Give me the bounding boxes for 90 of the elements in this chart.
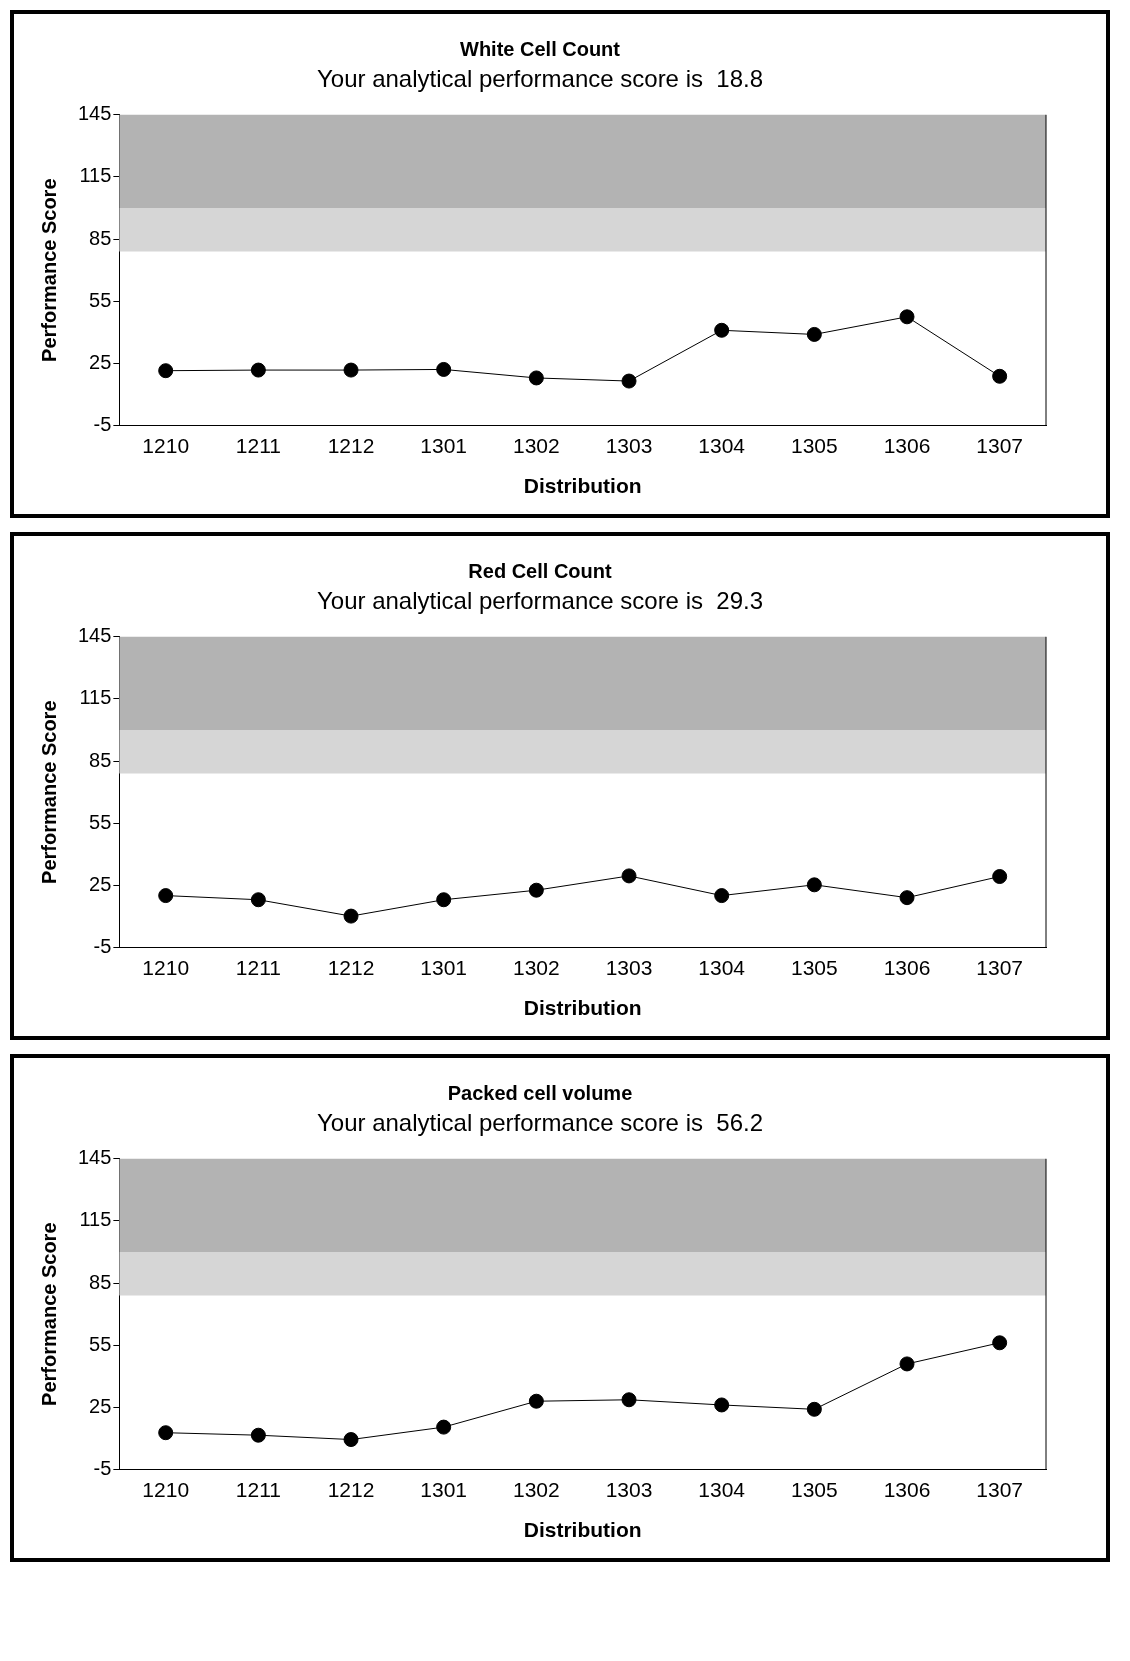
y-tick-label: 115 <box>79 164 112 187</box>
point <box>158 888 174 904</box>
x-tick-label: 1210 <box>142 956 190 979</box>
x-tick-label: 1301 <box>420 956 468 979</box>
x-tick-label: 1301 <box>420 434 468 457</box>
point <box>992 368 1008 384</box>
y-tick-label: 55 <box>89 1332 112 1355</box>
y-axis-title: Performance Score <box>37 1222 60 1406</box>
x-tick-label: 1210 <box>142 434 190 457</box>
point <box>528 370 544 386</box>
chart-subtitle: Your analytical performance score is 18.8 <box>316 65 764 93</box>
x-tick-label: 1212 <box>327 1478 375 1501</box>
point <box>343 362 359 378</box>
y-tick-label: -5 <box>93 1457 112 1480</box>
point <box>158 363 174 379</box>
y-axis-title: Performance Score <box>37 700 60 884</box>
point <box>250 362 266 378</box>
y-tick-label: -5 <box>93 935 112 958</box>
x-tick-label: 1212 <box>327 956 375 979</box>
point <box>250 1427 266 1443</box>
point <box>714 1397 730 1413</box>
x-tick-label: 1307 <box>976 1478 1024 1501</box>
x-tick-label: 1307 <box>976 434 1024 457</box>
x-tick-label: 1303 <box>605 956 653 979</box>
chart-subtitle: Your analytical performance score is 29.3 <box>316 587 764 615</box>
point <box>343 908 359 924</box>
x-axis-title: Distribution <box>523 474 642 498</box>
point <box>899 1356 915 1372</box>
y-tick-label: 85 <box>89 748 112 771</box>
x-tick-label: 1303 <box>605 434 653 457</box>
point <box>621 868 637 884</box>
x-tick-label: 1211 <box>235 956 281 979</box>
y-tick-label: 25 <box>89 350 112 373</box>
x-tick-label: 1305 <box>790 434 838 457</box>
point <box>158 1425 174 1441</box>
y-tick-label: 85 <box>89 226 112 249</box>
chart-subtitle: Your analytical performance score is 56.2 <box>316 1109 764 1137</box>
y-tick-label: -5 <box>93 413 112 436</box>
x-tick-label: 1301 <box>420 1478 468 1501</box>
x-tick-label: 1210 <box>142 1478 190 1501</box>
y-tick-label: 55 <box>89 810 112 833</box>
y-tick-label: 115 <box>79 686 112 709</box>
point <box>621 373 637 389</box>
point <box>899 309 915 325</box>
point <box>992 869 1008 885</box>
point <box>899 890 915 906</box>
x-tick-label: 1303 <box>605 1478 653 1501</box>
x-tick-label: 1304 <box>698 434 746 457</box>
x-axis-title: Distribution <box>523 1518 642 1542</box>
x-tick-label: 1306 <box>883 434 931 457</box>
y-tick-label: 85 <box>89 1270 112 1293</box>
x-tick-label: 1306 <box>883 1478 931 1501</box>
x-tick-label: 1211 <box>235 1478 281 1501</box>
x-tick-label: 1307 <box>976 956 1024 979</box>
chart-title: Red Cell Count <box>468 559 612 582</box>
x-tick-label: 1304 <box>698 1478 746 1501</box>
x-tick-label: 1302 <box>512 1478 560 1501</box>
point <box>343 1432 359 1448</box>
point <box>992 1335 1008 1351</box>
point <box>250 892 266 908</box>
point <box>528 1393 544 1409</box>
y-tick-label: 145 <box>77 102 112 125</box>
x-tick-label: 1304 <box>698 956 746 979</box>
point <box>806 877 822 893</box>
chart-title: White Cell Count <box>460 37 621 60</box>
y-tick-label: 55 <box>89 288 112 311</box>
y-tick-label: 25 <box>89 1394 112 1417</box>
point <box>436 892 452 908</box>
point <box>436 361 452 377</box>
point <box>806 326 822 342</box>
point <box>621 1392 637 1408</box>
x-axis-title: Distribution <box>523 996 642 1020</box>
point <box>528 882 544 898</box>
y-tick-label: 145 <box>77 1146 112 1169</box>
point <box>714 322 730 338</box>
x-tick-label: 1302 <box>512 434 560 457</box>
chart-title: Packed cell volume <box>447 1081 633 1104</box>
x-tick-label: 1305 <box>790 1478 838 1501</box>
x-tick-label: 1305 <box>790 956 838 979</box>
y-axis-title: Performance Score <box>37 178 60 362</box>
point <box>806 1401 822 1417</box>
x-tick-label: 1211 <box>235 434 281 457</box>
y-tick-label: 115 <box>79 1208 112 1231</box>
point <box>436 1419 452 1435</box>
y-tick-label: 145 <box>77 624 112 647</box>
y-tick-label: 25 <box>89 872 112 895</box>
point <box>714 888 730 904</box>
x-tick-label: 1212 <box>327 434 375 457</box>
x-tick-label: 1306 <box>883 956 931 979</box>
x-tick-label: 1302 <box>512 956 560 979</box>
